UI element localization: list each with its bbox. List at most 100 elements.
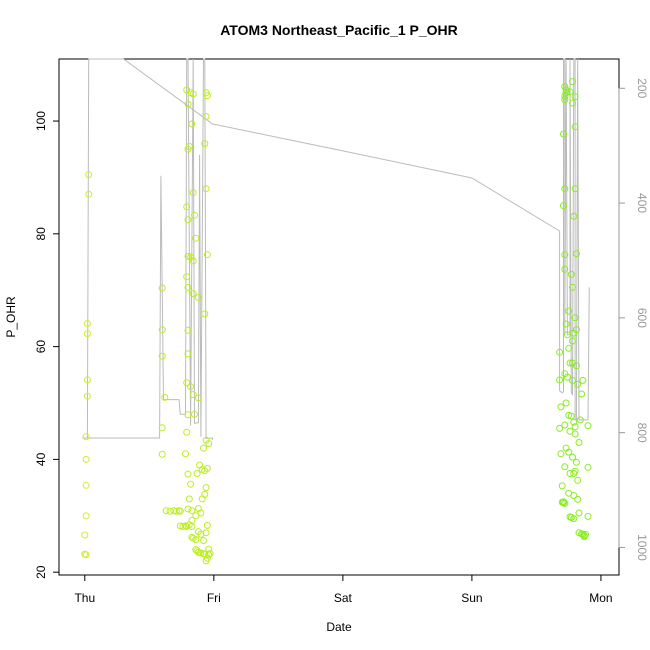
x-axis-title: Date xyxy=(326,620,352,634)
data-point xyxy=(182,450,189,458)
data-point xyxy=(161,393,169,401)
x-tick-label: Thu xyxy=(74,591,95,605)
data-point xyxy=(172,507,180,515)
data-point xyxy=(571,93,579,101)
data-point xyxy=(572,362,580,370)
data-point xyxy=(561,499,569,507)
data-point xyxy=(184,326,192,334)
series-line-0 xyxy=(87,58,213,440)
data-point xyxy=(575,509,583,517)
chart-title: ATOM3 Northeast_Pacific_1 P_OHR xyxy=(220,22,458,38)
data-point xyxy=(185,142,193,150)
data-point xyxy=(183,203,191,211)
data-point xyxy=(565,307,573,315)
data-point xyxy=(202,113,210,120)
data-point xyxy=(561,421,569,429)
data-point xyxy=(202,557,210,565)
data-point xyxy=(201,490,209,498)
data-point xyxy=(187,480,195,488)
data-point xyxy=(83,392,91,400)
data-point xyxy=(187,383,195,391)
data-point xyxy=(579,376,587,384)
data-point xyxy=(575,439,583,446)
data-point xyxy=(183,379,191,387)
data-point xyxy=(179,523,187,530)
data-point xyxy=(203,521,211,529)
data-point xyxy=(561,185,569,193)
points-layer xyxy=(81,78,592,565)
data-point xyxy=(561,251,569,259)
right-tick-label: 800 xyxy=(635,423,649,443)
data-point xyxy=(82,455,90,463)
right-tick-label: 600 xyxy=(635,308,649,328)
data-point xyxy=(560,498,567,506)
data-point xyxy=(563,331,571,339)
data-point xyxy=(558,482,566,490)
x-axis: Thu Fri Sat Sun Mon xyxy=(74,574,613,605)
data-point xyxy=(563,373,571,381)
data-point xyxy=(158,284,166,292)
data-point xyxy=(570,418,578,426)
data-point xyxy=(567,270,575,278)
data-point xyxy=(184,505,192,513)
data-point xyxy=(184,411,192,419)
data-point xyxy=(83,320,91,327)
data-point xyxy=(193,470,201,477)
data-point xyxy=(184,283,192,291)
data-point xyxy=(572,250,580,258)
data-point xyxy=(194,294,202,301)
data-point xyxy=(571,430,579,438)
data-point xyxy=(82,481,90,489)
plot-frame xyxy=(58,58,620,576)
data-point xyxy=(569,283,576,291)
data-point xyxy=(556,424,564,432)
data-point xyxy=(82,551,90,559)
series-line-1 xyxy=(82,58,590,439)
data-point xyxy=(184,470,192,478)
data-point xyxy=(189,290,197,298)
data-point xyxy=(570,212,578,220)
data-point xyxy=(569,99,576,107)
data-point xyxy=(556,376,564,384)
data-point xyxy=(201,140,209,148)
data-point xyxy=(203,251,211,259)
y-tick-label: 40 xyxy=(34,452,48,466)
data-point xyxy=(571,314,579,322)
x-tick-label: Fri xyxy=(207,591,221,605)
data-point xyxy=(205,440,213,448)
y-tick-label: 60 xyxy=(34,340,48,354)
data-point xyxy=(162,507,170,515)
x-tick-label: Mon xyxy=(589,591,612,605)
data-point xyxy=(184,216,192,224)
data-point xyxy=(82,433,90,441)
data-point xyxy=(158,424,166,432)
data-point xyxy=(576,416,584,424)
data-point xyxy=(188,533,196,541)
data-point xyxy=(170,507,178,515)
data-point xyxy=(183,273,191,281)
data-point xyxy=(572,326,580,334)
data-point xyxy=(202,484,210,492)
data-point xyxy=(176,507,184,515)
line-layer xyxy=(82,58,590,440)
data-point xyxy=(202,185,210,193)
data-point xyxy=(82,512,90,520)
data-point xyxy=(560,130,567,138)
data-point xyxy=(185,495,193,503)
data-point xyxy=(81,531,89,539)
data-point xyxy=(158,326,166,334)
data-point xyxy=(184,100,192,108)
data-point xyxy=(569,376,576,384)
data-point xyxy=(570,492,578,499)
data-point xyxy=(562,320,570,328)
data-point xyxy=(567,412,575,420)
data-point xyxy=(197,509,205,517)
data-point xyxy=(562,399,570,407)
data-point xyxy=(197,549,205,557)
data-point xyxy=(202,529,210,537)
data-point xyxy=(193,547,201,555)
data-point xyxy=(189,391,197,398)
data-point xyxy=(188,120,196,128)
right-tick-label: 200 xyxy=(635,78,649,98)
y-tick-label: 100 xyxy=(34,111,48,131)
